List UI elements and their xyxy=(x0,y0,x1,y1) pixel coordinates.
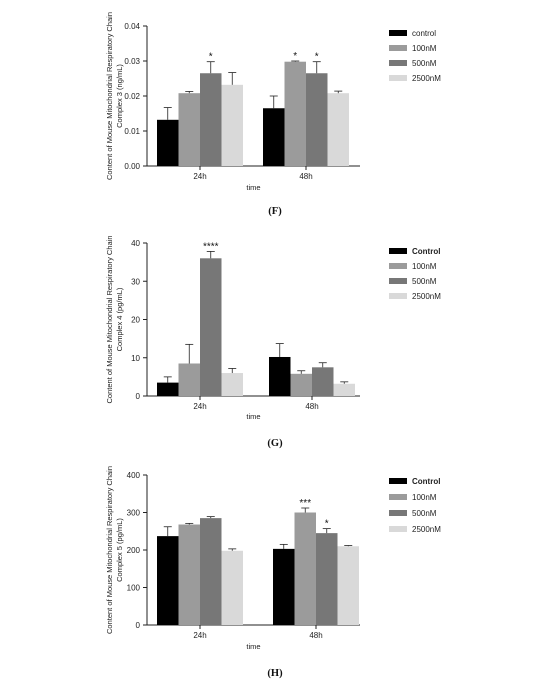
y-tick-label: 0 xyxy=(136,621,141,630)
bar-2500nM-24h xyxy=(221,373,243,396)
bar-Control-24h xyxy=(157,536,179,625)
bar-control-48h xyxy=(263,108,285,166)
x-tick-label: 48h xyxy=(309,631,322,640)
legend-swatch-control xyxy=(389,30,407,36)
bar-2500nM-48h xyxy=(333,383,355,396)
x-tick-label: 48h xyxy=(299,172,312,181)
legend-swatch-100nM xyxy=(389,494,407,500)
bar-100nM-48h xyxy=(294,512,316,625)
legend-label: 2500nM xyxy=(412,525,441,534)
legend-swatch-2500nM xyxy=(389,293,407,299)
panel-label: (F) xyxy=(268,206,282,217)
legend-swatch-500nM xyxy=(389,60,407,66)
x-axis-label: time xyxy=(246,412,260,421)
significance-marker: **** xyxy=(203,241,219,252)
panel-label: (G) xyxy=(267,438,283,449)
legend-label: control xyxy=(412,29,436,38)
legend-swatch-100nM xyxy=(389,45,407,51)
y-tick-label: 0.00 xyxy=(124,162,140,171)
bar-100nM-48h xyxy=(290,373,312,396)
y-tick-label: 0.01 xyxy=(124,127,140,136)
bar-Control-48h xyxy=(269,356,291,396)
legend-swatch-500nM xyxy=(389,278,407,284)
y-tick-label: 0 xyxy=(136,392,141,401)
bar-control-24h xyxy=(157,119,179,166)
bar-100nM-24h xyxy=(178,524,200,625)
y-axis-label: Content of Mouse Mitochondrial Respirato… xyxy=(105,236,124,404)
legend-swatch-Control xyxy=(389,478,407,484)
bar-500nM-24h xyxy=(200,518,222,625)
significance-marker: * xyxy=(209,52,213,63)
legend-label: 500nM xyxy=(412,509,437,518)
y-tick-label: 200 xyxy=(127,546,141,555)
bar-2500nM-48h xyxy=(327,93,349,166)
y-axis-label: Content of Mouse Mitochondrial Respirato… xyxy=(105,466,124,634)
y-tick-label: 300 xyxy=(127,509,141,518)
bar-500nM-24h xyxy=(200,258,222,396)
significance-marker: *** xyxy=(299,498,311,509)
significance-marker: * xyxy=(293,51,297,62)
legend-label: 2500nM xyxy=(412,74,441,83)
bar-500nM-24h xyxy=(200,73,222,166)
legend-swatch-100nM xyxy=(389,263,407,269)
bar-Control-48h xyxy=(273,548,295,625)
legend-label: Control xyxy=(412,247,440,256)
y-tick-label: 0.02 xyxy=(124,92,140,101)
y-tick-label: 0.04 xyxy=(124,22,140,31)
bar-100nM-24h xyxy=(178,93,200,166)
y-tick-label: 400 xyxy=(127,471,141,480)
legend-label: 500nM xyxy=(412,59,437,68)
legend-label: 2500nM xyxy=(412,292,441,301)
bar-500nM-48h xyxy=(306,73,328,166)
bar-500nM-48h xyxy=(312,367,334,396)
legend-swatch-2500nM xyxy=(389,526,407,532)
legend-swatch-500nM xyxy=(389,510,407,516)
x-tick-label: 24h xyxy=(193,402,206,411)
legend-label: 100nM xyxy=(412,44,437,53)
y-tick-label: 0.03 xyxy=(124,57,140,66)
legend-swatch-Control xyxy=(389,248,407,254)
y-axis-label: Content of Mouse Mitochondrial Respirato… xyxy=(105,12,124,180)
bar-100nM-24h xyxy=(178,363,200,396)
significance-marker: * xyxy=(325,519,329,530)
legend-label: 100nM xyxy=(412,262,437,271)
y-tick-label: 100 xyxy=(127,584,141,593)
legend-label: Control xyxy=(412,477,440,486)
y-tick-label: 30 xyxy=(131,277,140,286)
significance-marker: * xyxy=(315,52,319,63)
bar-2500nM-24h xyxy=(221,84,243,166)
bar-100nM-48h xyxy=(284,61,306,167)
legend-swatch-2500nM xyxy=(389,75,407,81)
bar-500nM-48h xyxy=(316,533,338,625)
x-axis-label: time xyxy=(246,183,260,192)
x-tick-label: 24h xyxy=(193,172,206,181)
chart-panel-2: 0 10 20 30 40 Content of Mouse Mitochondrial … xyxy=(105,236,441,450)
x-tick-label: 24h xyxy=(193,631,206,640)
bar-Control-24h xyxy=(157,382,179,396)
y-tick-label: 20 xyxy=(131,316,140,325)
legend-label: 500nM xyxy=(412,277,437,286)
y-tick-label: 10 xyxy=(131,354,140,363)
panel-label: (H) xyxy=(267,668,283,679)
bar-2500nM-24h xyxy=(221,550,243,625)
x-tick-label: 48h xyxy=(305,402,318,411)
y-tick-label: 40 xyxy=(131,239,140,248)
legend-label: 100nM xyxy=(412,493,437,502)
bar-2500nM-48h xyxy=(337,546,359,625)
x-axis-label: time xyxy=(246,642,260,651)
